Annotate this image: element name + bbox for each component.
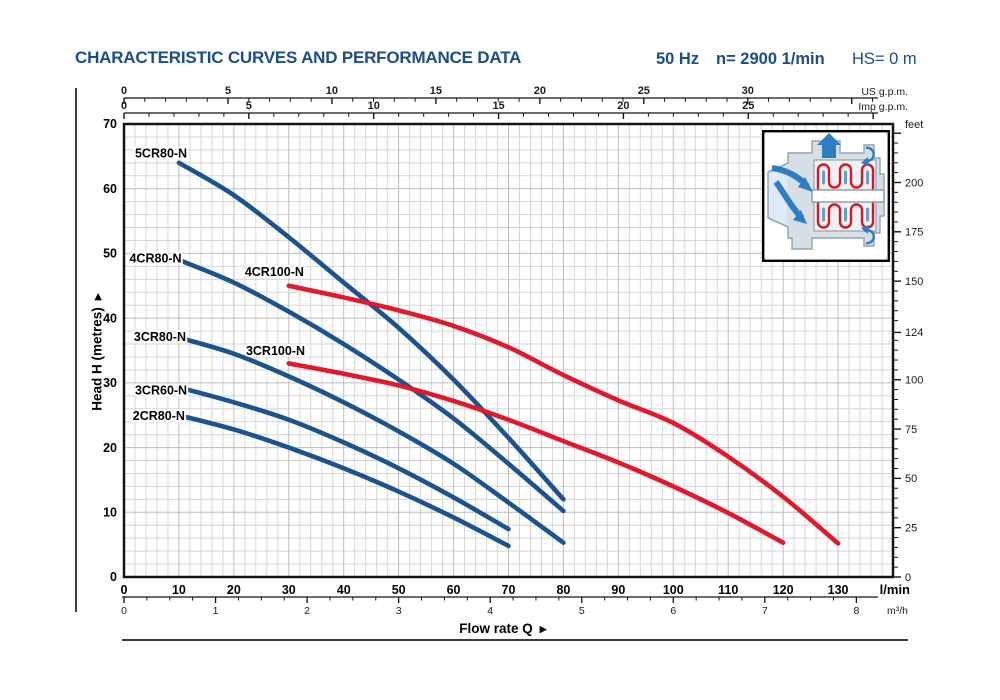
feet-tick-label: 50 [905, 473, 917, 485]
imp-gpm-tick-label: 20 [617, 100, 629, 112]
lmin-tick-label: 90 [611, 583, 625, 597]
suction-head-value: HS= 0 m [852, 50, 917, 68]
m3h-tick-label: 1 [213, 605, 219, 617]
imp-gpm-tick-label: 0 [121, 100, 127, 112]
bottom-rule [122, 639, 908, 641]
lmin-tick-label: 30 [282, 583, 296, 597]
curve-label-3CR100-N: 3CR100-N [246, 344, 305, 358]
recirc-arrowhead-top-icon [861, 157, 869, 166]
lmin-tick-label: 110 [718, 583, 738, 597]
blue-flow-channels [822, 170, 869, 222]
us-gpm-unit-label: US g.p.m. [861, 86, 908, 98]
us-gpm-tick-label: 15 [430, 85, 442, 97]
imp-gpm-tick-label: 25 [742, 100, 754, 112]
m3h-tick-label: 3 [396, 605, 402, 617]
lmin-tick-label: 70 [502, 583, 516, 597]
curve-2CR80-N [176, 412, 511, 549]
feet-tick-label: 175 [905, 227, 923, 239]
curve-4CR80-N [176, 257, 566, 514]
curve-label-5CR80-N: 5CR80-N [135, 146, 187, 160]
curve-3CR80-N [176, 335, 566, 546]
curve-label-3CR80-N: 3CR80-N [134, 330, 186, 344]
feet-tick-label: 25 [905, 522, 917, 534]
feet-tick-label: 124 [905, 327, 923, 339]
m3h-tick-label: 6 [670, 605, 676, 617]
lmin-tick-label: 40 [337, 583, 351, 597]
x-axis-title: Flow rate Q ▶ [459, 621, 546, 636]
head-tick-label: 20 [103, 441, 117, 455]
curve-5CR80-N [176, 160, 566, 502]
imp-gpm-tick-label: 10 [368, 100, 380, 112]
m3h-tick-label: 7 [762, 605, 768, 617]
curve-label-3CR60-N: 3CR60-N [135, 383, 187, 397]
generated-chart-layers: 0 5 10 15 20 25 30 US g.p.m.0 5 10 15 20 25 Imp g.p.m… [103, 85, 923, 617]
frequency-value: 50 Hz [656, 50, 700, 68]
performance-curves [176, 160, 841, 549]
curve-label-4CR100-N: 4CR100-N [245, 265, 304, 279]
us-gpm-tick-label: 0 [121, 85, 127, 97]
right-arrow-icon: ▶ [539, 623, 547, 634]
feet-tick-label: 0 [905, 572, 911, 584]
lmin-tick-label: 20 [227, 583, 241, 597]
red-flow-path-bottom [816, 202, 875, 229]
imp-gpm-tick-label: 5 [246, 100, 252, 112]
m3h-tick-label: 8 [853, 605, 859, 617]
imp-gpm-unit-label: Imp g.p.m. [858, 101, 908, 113]
head-tick-label: 70 [103, 117, 117, 131]
lmin-tick-label: 100 [663, 583, 684, 597]
feet-tick-label: 100 [905, 375, 923, 387]
lmin-tick-label: 130 [828, 583, 849, 597]
m3h-tick-label: 5 [579, 605, 585, 617]
curve-4CR100-N [286, 283, 841, 546]
speed-value: n= 2900 1/min [716, 50, 825, 68]
us-gpm-tick-label: 20 [534, 85, 546, 97]
curve-label-4CR80-N: 4CR80-N [129, 251, 181, 265]
lmin-tick-label: 10 [172, 583, 186, 597]
inlet-chamber [769, 165, 787, 225]
us-gpm-tick-label: 5 [225, 85, 231, 97]
axes: 0 5 10 15 20 25 30 US g.p.m.0 5 10 15 20 25 Imp g.p.m… [103, 85, 923, 617]
us-gpm-tick-label: 30 [742, 85, 754, 97]
head-tick-label: 0 [110, 570, 117, 584]
head-tick-label: 10 [103, 505, 117, 519]
head-tick-label: 40 [103, 311, 117, 325]
inlet-arrowhead-icon [798, 177, 813, 192]
imp-gpm-tick-label: 15 [492, 100, 504, 112]
head-tick-label: 60 [103, 182, 117, 196]
curve-labels: 5CR80-N 4CR80-N 3CR80-N 3CR60-N 2CR80-N 4CR10… [127, 144, 307, 425]
head-tick-label: 30 [103, 376, 117, 390]
left-rule [75, 88, 77, 612]
feet-tick-label: 150 [905, 276, 923, 288]
curve-3CR100-N [286, 361, 786, 546]
recirc-arrowhead-bottom-icon [861, 225, 869, 234]
x-axis-title-text: Flow rate Q [459, 621, 533, 636]
lmin-tick-label: 60 [447, 583, 461, 597]
red-flow-path-top [816, 163, 875, 190]
us-gpm-tick-label: 25 [638, 85, 650, 97]
curve-label-2CR80-N: 2CR80-N [133, 409, 185, 423]
curve-3CR60-N [176, 385, 511, 532]
feet-tick-label: 75 [905, 424, 917, 436]
lmin-tick-label: 50 [392, 583, 406, 597]
pump-cross-section-inset [762, 130, 890, 263]
m3h-tick-label: 4 [487, 605, 493, 617]
m3h-tick-label: 0 [121, 605, 127, 617]
m3h-unit-label: m³/h [887, 605, 908, 617]
feet-unit-label: feet [905, 119, 923, 131]
page-title: CHARACTERISTIC CURVES AND PERFORMANCE DA… [75, 48, 522, 67]
head-tick-label: 50 [103, 247, 117, 261]
outlet-arrow-icon [817, 133, 841, 158]
us-gpm-tick-label: 10 [326, 85, 338, 97]
inlet-arrowhead2-icon [793, 210, 807, 224]
pump-shaft [811, 189, 885, 203]
m3h-tick-label: 2 [304, 605, 310, 617]
lmin-unit-label: l/min [880, 582, 910, 597]
lmin-tick-label: 0 [121, 583, 128, 597]
lmin-tick-label: 120 [773, 583, 794, 597]
feet-tick-label: 200 [905, 177, 923, 189]
lmin-tick-label: 80 [556, 583, 570, 597]
